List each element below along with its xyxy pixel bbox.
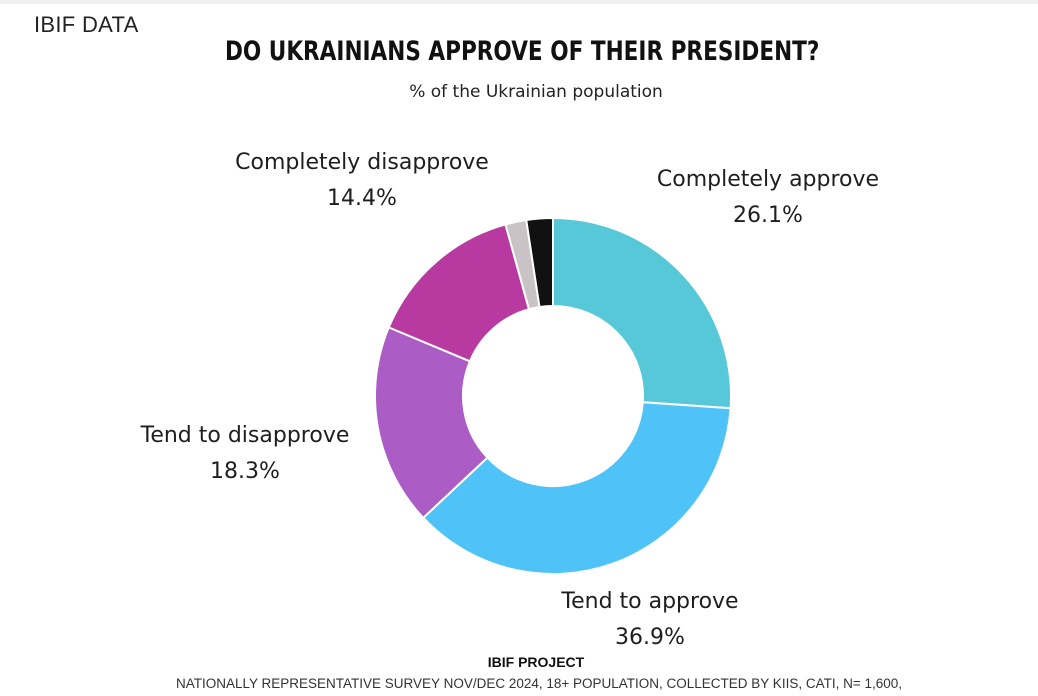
footer-project: IBIF PROJECT xyxy=(487,654,585,670)
slice-tend-to-disapprove xyxy=(374,326,489,520)
slice-value-tend-to-approve: 36.9% xyxy=(615,625,685,650)
slice-value-completely-approve: 26.1% xyxy=(733,203,803,228)
slice-name-tend-to-approve: Tend to approve xyxy=(561,589,739,614)
slice-completely-approve xyxy=(552,216,732,410)
slice-tend-to-approve xyxy=(421,401,732,575)
top-rule xyxy=(0,0,1038,4)
slice-other-black xyxy=(525,216,554,309)
chart-title: DO UKRAINIANS APPROVE OF THEIR PRESIDENT… xyxy=(224,36,820,67)
slice-name-completely-disapprove: Completely disapprove xyxy=(235,150,489,175)
label-tend-to-approve: Tend to approve 36.9% xyxy=(520,584,780,656)
label-tend-to-disapprove: Tend to disapprove 18.3% xyxy=(120,418,370,490)
brand-label: IBIF DATA xyxy=(34,12,139,37)
chart-subtitle: % of the Ukrainian population xyxy=(409,82,663,102)
slice-name-tend-to-disapprove: Tend to disapprove xyxy=(140,423,350,448)
label-completely-disapprove: Completely disapprove 14.4% xyxy=(212,145,512,217)
slice-value-tend-to-disapprove: 18.3% xyxy=(210,459,280,484)
label-completely-approve: Completely approve 26.1% xyxy=(644,162,892,234)
footer-note: NATIONALLY REPRESENTATIVE SURVEY NOV/DEC… xyxy=(175,676,902,691)
slice-name-completely-approve: Completely approve xyxy=(656,167,880,192)
slice-value-completely-disapprove: 14.4% xyxy=(327,186,397,211)
